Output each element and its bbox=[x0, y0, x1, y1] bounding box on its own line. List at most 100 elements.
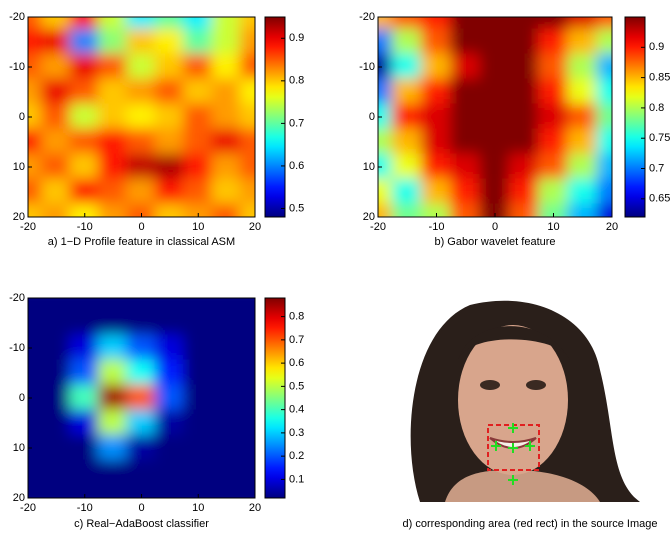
heat-cell bbox=[538, 129, 569, 156]
heat-cell bbox=[509, 79, 540, 106]
heat-cell bbox=[567, 154, 598, 181]
heat-cell bbox=[70, 335, 100, 362]
heat-cell bbox=[98, 435, 128, 462]
image-caption: d) corresponding area (red rect) in the … bbox=[403, 518, 658, 530]
x-tick-label: -10 bbox=[429, 221, 445, 233]
heat-cell bbox=[155, 435, 185, 462]
heat-cell bbox=[41, 29, 71, 56]
y-tick-label: 0 bbox=[369, 111, 375, 123]
heat-cell bbox=[567, 79, 598, 106]
heat-cell bbox=[41, 335, 71, 362]
heat-cell bbox=[98, 360, 128, 387]
heat-cell bbox=[392, 29, 423, 56]
heat-cell bbox=[392, 54, 423, 81]
colorbar-tick-label: 0.8 bbox=[289, 75, 304, 87]
heat-cell bbox=[126, 179, 156, 206]
heat-cell bbox=[183, 154, 213, 181]
heat-cell bbox=[126, 310, 156, 337]
y-tick-label: 0 bbox=[19, 392, 25, 404]
heat-cell bbox=[211, 435, 241, 462]
heat-cell bbox=[155, 154, 185, 181]
heat-cell bbox=[183, 360, 213, 387]
heat-cell bbox=[98, 79, 128, 106]
heat-cell bbox=[41, 129, 71, 156]
heat-cell bbox=[98, 179, 128, 206]
heat-cell bbox=[70, 154, 100, 181]
y-tick-label: -20 bbox=[9, 11, 25, 23]
heat-cell bbox=[41, 79, 71, 106]
heat-cell bbox=[155, 54, 185, 81]
x-tick-label: 0 bbox=[138, 221, 144, 233]
colorbar-tick-label: 0.4 bbox=[289, 404, 304, 416]
y-tick-label: 20 bbox=[363, 211, 375, 223]
heat-cell bbox=[98, 385, 128, 412]
heat-cell bbox=[70, 410, 100, 437]
colorbar-tick-label: 0.8 bbox=[289, 311, 304, 323]
heat-cell bbox=[538, 179, 569, 206]
heat-cell bbox=[421, 29, 452, 56]
colorbar-tick-label: 0.85 bbox=[649, 72, 670, 84]
heat-cell bbox=[183, 460, 213, 487]
colorbar-tick-label: 0.7 bbox=[649, 162, 664, 174]
heat-cell bbox=[70, 360, 100, 387]
y-tick-label: -20 bbox=[9, 292, 25, 304]
heat-cell bbox=[183, 104, 213, 131]
heat-cell bbox=[155, 410, 185, 437]
heat-cell bbox=[70, 385, 100, 412]
colorbar bbox=[265, 298, 285, 498]
heat-cell bbox=[211, 460, 241, 487]
heat-cell bbox=[155, 179, 185, 206]
heat-cell bbox=[211, 29, 241, 56]
heat-cell bbox=[70, 435, 100, 462]
heat-cell bbox=[392, 129, 423, 156]
heat-cell bbox=[70, 179, 100, 206]
x-tick-label: 10 bbox=[192, 221, 204, 233]
heatmap-area bbox=[362, 4, 627, 231]
heat-cell bbox=[479, 179, 510, 206]
heat-cell bbox=[126, 129, 156, 156]
x-tick-label: 0 bbox=[138, 502, 144, 514]
heat-cell bbox=[450, 54, 481, 81]
heat-cell bbox=[392, 154, 423, 181]
heat-cell bbox=[211, 385, 241, 412]
x-tick-label: 20 bbox=[249, 502, 261, 514]
heat-cell bbox=[70, 54, 100, 81]
panel-caption: c) Real−AdaBoost classifier bbox=[74, 518, 209, 530]
heat-cell bbox=[183, 435, 213, 462]
heat-cell bbox=[126, 29, 156, 56]
heat-cell bbox=[479, 104, 510, 131]
colorbar-tick-label: 0.1 bbox=[289, 473, 304, 485]
heat-cell bbox=[211, 79, 241, 106]
panel-caption: a) 1−D Profile feature in classical ASM bbox=[48, 236, 235, 248]
heat-cell bbox=[41, 435, 71, 462]
heat-cell bbox=[183, 410, 213, 437]
heat-cell bbox=[450, 79, 481, 106]
colorbar-tick-label: 0.75 bbox=[649, 132, 670, 144]
heat-cell bbox=[567, 54, 598, 81]
heat-cell bbox=[509, 54, 540, 81]
heat-cell bbox=[567, 104, 598, 131]
figure: d) corresponding area (red rect) in the … bbox=[0, 0, 670, 534]
heat-cell bbox=[211, 310, 241, 337]
y-tick-label: 20 bbox=[13, 211, 25, 223]
heat-cell bbox=[509, 129, 540, 156]
heat-cell bbox=[126, 385, 156, 412]
colorbar-tick-label: 0.6 bbox=[289, 160, 304, 172]
heat-cell bbox=[421, 179, 452, 206]
colorbar-tick-label: 0.3 bbox=[289, 427, 304, 439]
heat-cell bbox=[479, 154, 510, 181]
face-photo bbox=[395, 298, 640, 502]
x-tick-label: 20 bbox=[606, 221, 618, 233]
heat-cell bbox=[211, 104, 241, 131]
heat-cell bbox=[392, 79, 423, 106]
colorbar-tick-label: 0.5 bbox=[289, 380, 304, 392]
heat-cell bbox=[183, 29, 213, 56]
heat-cell bbox=[538, 79, 569, 106]
heat-cell bbox=[98, 460, 128, 487]
heat-cell bbox=[509, 104, 540, 131]
y-tick-label: -20 bbox=[359, 11, 375, 23]
heat-cell bbox=[183, 385, 213, 412]
heat-cell bbox=[41, 385, 71, 412]
heatmap-area bbox=[13, 285, 270, 512]
colorbar bbox=[265, 17, 285, 217]
